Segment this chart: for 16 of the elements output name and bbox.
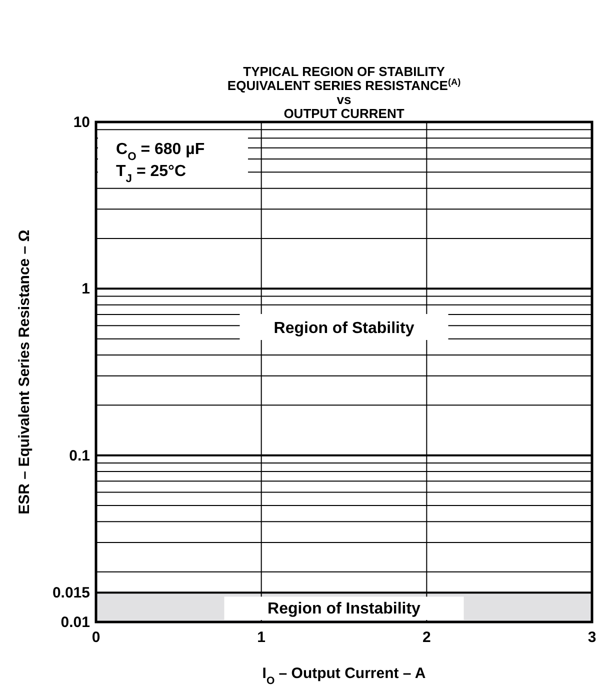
chart-title: TYPICAL REGION OF STABILITY EQUIVALENT SERIES RESISTANCE$^{(A)}$ vs OUTPUT CURRENT	[227, 64, 461, 121]
x-tick-label: 3	[588, 629, 596, 646]
x-axis-title: I$_{O}$ – Output Current – A	[262, 665, 426, 687]
y-tick-label: 0.015	[52, 584, 90, 602]
x-tick-label: 0	[92, 629, 100, 646]
band-label: Region of Instability	[268, 600, 421, 618]
annotation: Region of Stability	[274, 320, 414, 337]
y-tick-label: 0.01	[60, 614, 90, 631]
annotation: T$_{J}$ = 25°C	[116, 163, 186, 185]
y-tick-label: 10	[73, 114, 90, 131]
annotation: C$_{O}$ = 680 µF	[116, 141, 205, 163]
y-tick-label: 0.1	[69, 447, 90, 464]
x-tick-label: 1	[257, 629, 266, 646]
y-tick-label: 1	[82, 280, 90, 298]
y-axis-title: ESR – Equivalent Series Resistance – Ω	[16, 230, 33, 514]
x-tick-label: 2	[422, 629, 431, 646]
